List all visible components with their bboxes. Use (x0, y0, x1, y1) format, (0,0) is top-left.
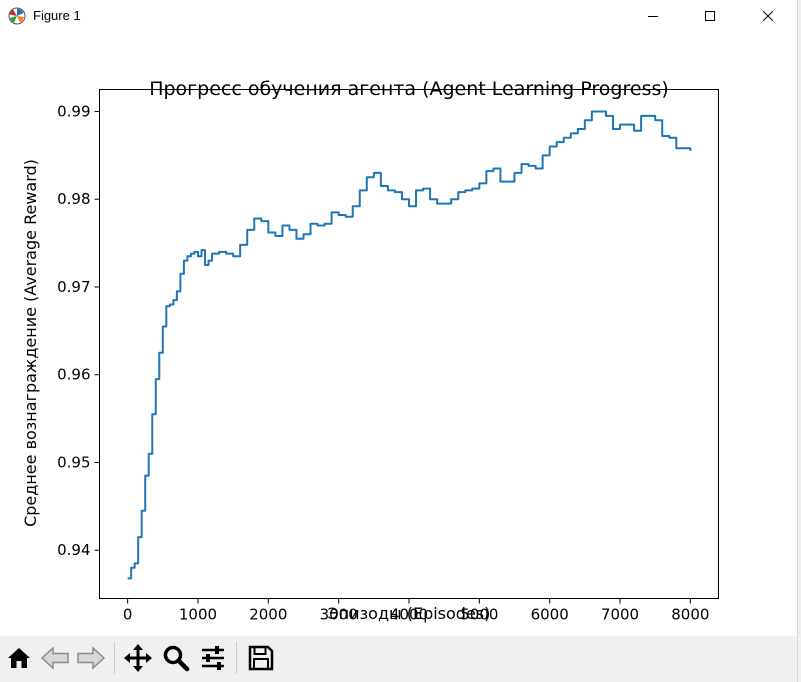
zoom-icon (163, 645, 190, 672)
x-tick-label: 5000 (460, 606, 498, 624)
save-icon (248, 645, 274, 671)
y-axis-label: Среднее вознаграждение (Average Reward) (21, 159, 40, 527)
y-tick-label: 0.94 (57, 541, 90, 559)
window-edge (797, 0, 801, 682)
close-icon (762, 10, 774, 22)
back-icon (40, 646, 69, 670)
configure-subplots-button[interactable] (196, 641, 230, 675)
matplotlib-logo-icon (8, 7, 26, 25)
x-tick-label: 0 (123, 606, 133, 624)
y-tick-label: 0.96 (57, 366, 90, 384)
y-tick-label: 0.98 (57, 190, 90, 208)
line-chart: Прогресс обучения агента (Agent Learning… (21, 78, 719, 624)
figure-canvas[interactable]: Прогресс обучения агента (Agent Learning… (0, 32, 797, 636)
y-tick-label: 0.97 (57, 278, 90, 296)
x-tick-label: 4000 (390, 606, 428, 624)
maximize-button[interactable] (687, 0, 733, 32)
forward-icon (77, 646, 106, 670)
x-axis-label: Эпизоды (Episodes) (328, 604, 491, 623)
x-tick-label: 3000 (320, 606, 358, 624)
plot-area-frame (99, 89, 719, 599)
pan-icon (124, 644, 152, 672)
x-tick-label: 8000 (671, 606, 709, 624)
y-tick-label: 0.99 (57, 102, 90, 120)
x-tick-label: 1000 (179, 606, 217, 624)
close-button[interactable] (745, 0, 791, 32)
window-titlebar: Figure 1 (0, 0, 801, 32)
save-button[interactable] (244, 641, 278, 675)
x-tick-label: 6000 (531, 606, 569, 624)
back-button[interactable] (38, 641, 72, 675)
x-tick-label: 2000 (249, 606, 287, 624)
pan-button[interactable] (121, 641, 155, 675)
home-button[interactable] (2, 641, 36, 675)
y-tick-label: 0.95 (57, 453, 90, 471)
configure-subplots-icon (202, 646, 224, 670)
series-line (127, 110, 692, 580)
zoom-button[interactable] (159, 641, 193, 675)
x-tick-label: 7000 (601, 606, 639, 624)
maximize-icon (705, 11, 715, 21)
home-icon (8, 648, 30, 668)
minimize-button[interactable] (630, 0, 676, 32)
navigation-toolbar (0, 636, 797, 682)
toolbar-separator (236, 642, 237, 674)
series-layer (127, 110, 692, 580)
axis-ticks: 0 1000 2000 3000 4000 5000 6000 7000 8000 0.94 0.9… (57, 102, 709, 623)
window-title: Figure 1 (33, 8, 81, 23)
toolbar-separator (114, 642, 115, 674)
minimize-icon (648, 16, 658, 17)
forward-button[interactable] (74, 641, 108, 675)
